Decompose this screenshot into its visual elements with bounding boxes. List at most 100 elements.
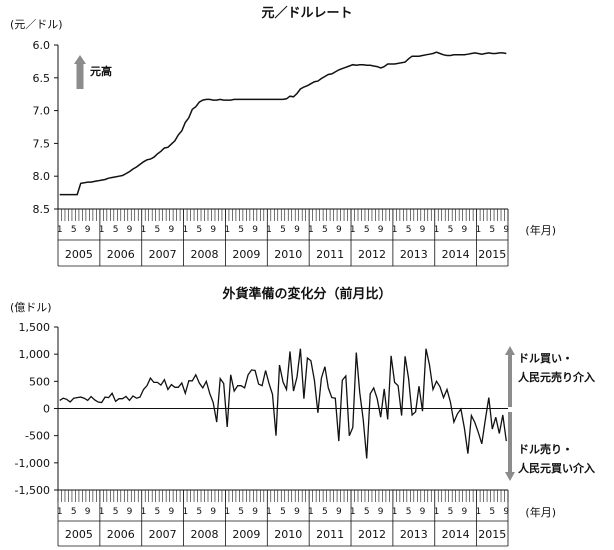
chart1-month-label-bg bbox=[306, 223, 315, 234]
chart1-month-label-bg bbox=[376, 223, 385, 234]
chart1-month-label: 1 bbox=[57, 225, 63, 235]
chart1-month-label: 5 bbox=[155, 225, 161, 235]
chart1-month-label: 1 bbox=[392, 225, 398, 235]
chart1-month-label-bg bbox=[474, 223, 483, 234]
chart1-year-label: 2009 bbox=[232, 248, 260, 261]
chart1-month-label-bg bbox=[223, 223, 232, 234]
chart1-month-label-bg bbox=[502, 223, 511, 234]
chart1-month-label: 5 bbox=[71, 225, 77, 235]
chart2-month-label-bg bbox=[306, 505, 315, 516]
chart1-year-label: 2005 bbox=[65, 248, 93, 261]
chart2-month-label: 1 bbox=[57, 507, 63, 517]
chart2-month-label-bg bbox=[292, 505, 301, 516]
chart2-month-label: 1 bbox=[434, 507, 440, 517]
chart1-month-label-bg bbox=[390, 223, 399, 234]
chart2-month-label-bg bbox=[348, 505, 357, 516]
chart1-month-label: 5 bbox=[364, 225, 370, 235]
chart1-series-line bbox=[59, 51, 507, 196]
chart2-month-label: 5 bbox=[406, 507, 412, 517]
chart1-year-label: 2015 bbox=[478, 248, 506, 261]
chart2-month-label: 9 bbox=[85, 507, 91, 517]
chart2-month-label-bg bbox=[237, 505, 246, 516]
chart1-month-label-bg bbox=[334, 223, 343, 234]
chart2-month-label: 1 bbox=[475, 507, 481, 517]
chart2-month-label-bg bbox=[502, 505, 511, 516]
chart1-month-label: 1 bbox=[434, 225, 440, 235]
chart1-month-label-bg bbox=[279, 223, 287, 234]
chart1-year-label: 2012 bbox=[358, 248, 386, 261]
chart2-month-label-bg bbox=[334, 505, 343, 516]
chart1-month-label-bg bbox=[348, 223, 357, 234]
chart1-month-label-bg bbox=[97, 223, 106, 234]
chart1-y-tick-label: 8.5 bbox=[33, 203, 51, 216]
chart2-annotation-up-line2: 人民元売り介入 bbox=[518, 370, 595, 384]
chart2-month-label-bg bbox=[446, 505, 455, 516]
chart2-month-label-bg bbox=[390, 505, 399, 516]
chart1-month-label-bg bbox=[265, 223, 274, 234]
chart1-month-label: 9 bbox=[294, 225, 300, 235]
chart2-month-label: 5 bbox=[71, 507, 77, 517]
chart1-month-label: 1 bbox=[182, 225, 188, 235]
chart2-month-label: 5 bbox=[322, 507, 328, 517]
chart2-year-label: 2012 bbox=[358, 528, 386, 541]
chart2-month-label-bg bbox=[362, 505, 371, 516]
chart1-appreciation-arrow-head bbox=[74, 55, 86, 64]
chart2-y-tick-label: 1,000 bbox=[19, 348, 51, 361]
chart1-month-label-bg bbox=[446, 223, 455, 234]
chart2-month-label-bg bbox=[97, 505, 106, 516]
chart1-year-label: 2006 bbox=[107, 248, 135, 261]
chart1-month-label-bg bbox=[83, 223, 92, 234]
chart2-month-label-bg bbox=[111, 505, 120, 516]
chart2-month-label-bg bbox=[167, 505, 176, 516]
chart2-month-label-bg bbox=[153, 505, 162, 516]
chart2-month-label: 9 bbox=[462, 507, 468, 517]
chart2-month-label-bg bbox=[69, 505, 78, 516]
chart2-year-label: 2010 bbox=[274, 528, 302, 541]
chart1-month-label: 9 bbox=[503, 225, 509, 235]
chart1-month-label-bg bbox=[432, 223, 441, 234]
chart1-month-label-bg bbox=[418, 223, 427, 234]
chart1-y-tick-label: 8.0 bbox=[33, 170, 51, 183]
chart1-month-label-bg bbox=[404, 223, 413, 234]
chart1-month-label-bg bbox=[237, 223, 246, 234]
chart1-month-label: 5 bbox=[406, 225, 412, 235]
chart1-x-axis-label: (年月) bbox=[525, 223, 556, 237]
chart2-month-label: 9 bbox=[210, 507, 216, 517]
chart2-y-tick-label: -1,500 bbox=[15, 484, 50, 497]
chart2-month-label-bg bbox=[195, 505, 204, 516]
chart2-month-label: 1 bbox=[141, 507, 147, 517]
chart2-x-axis-label: (年月) bbox=[525, 505, 556, 519]
chart1-month-label-bg bbox=[139, 223, 148, 234]
chart1-y-tick-label: 7.5 bbox=[33, 137, 51, 150]
chart2-month-label: 5 bbox=[238, 507, 244, 517]
chart2-month-label: 1 bbox=[350, 507, 356, 517]
chart2-month-label: 5 bbox=[155, 507, 161, 517]
chart2-annotation-up-line1: ドル買い・ bbox=[518, 352, 573, 365]
chart2-month-label-bg bbox=[474, 505, 483, 516]
chart1-y-tick-label: 6.5 bbox=[33, 72, 51, 85]
chart2-year-label: 2007 bbox=[149, 528, 177, 541]
chart2-month-label-bg bbox=[488, 505, 497, 516]
chart1-month-label: 9 bbox=[169, 225, 175, 235]
chart1-month-label-bg bbox=[209, 223, 218, 234]
chart1-month-label: 1 bbox=[266, 225, 272, 235]
chart2-month-label: 5 bbox=[196, 507, 202, 517]
chart2-month-label-bg bbox=[83, 505, 92, 516]
chart1-month-label-bg bbox=[488, 223, 497, 234]
chart2-month-label-bg bbox=[460, 505, 469, 516]
chart1-annotation: 元高 bbox=[90, 64, 112, 78]
chart1-year-label: 2013 bbox=[400, 248, 428, 261]
chart1-y-tick-label: 6.0 bbox=[33, 39, 51, 52]
chart1-month-label-bg bbox=[167, 223, 176, 234]
chart2-month-label-bg bbox=[418, 505, 427, 516]
chart1-month-label-bg bbox=[55, 223, 64, 234]
chart2-month-label: 5 bbox=[489, 507, 495, 517]
chart2-month-label-bg bbox=[251, 505, 260, 516]
chart2-month-label-bg bbox=[404, 505, 413, 516]
chart1-month-label: 1 bbox=[475, 225, 481, 235]
chart1-month-label: 5 bbox=[113, 225, 119, 235]
chart2-month-label: 9 bbox=[169, 507, 175, 517]
chart2-month-label: 1 bbox=[99, 507, 105, 517]
chart2-series-line bbox=[59, 348, 507, 459]
chart1-month-label-bg bbox=[69, 223, 78, 234]
